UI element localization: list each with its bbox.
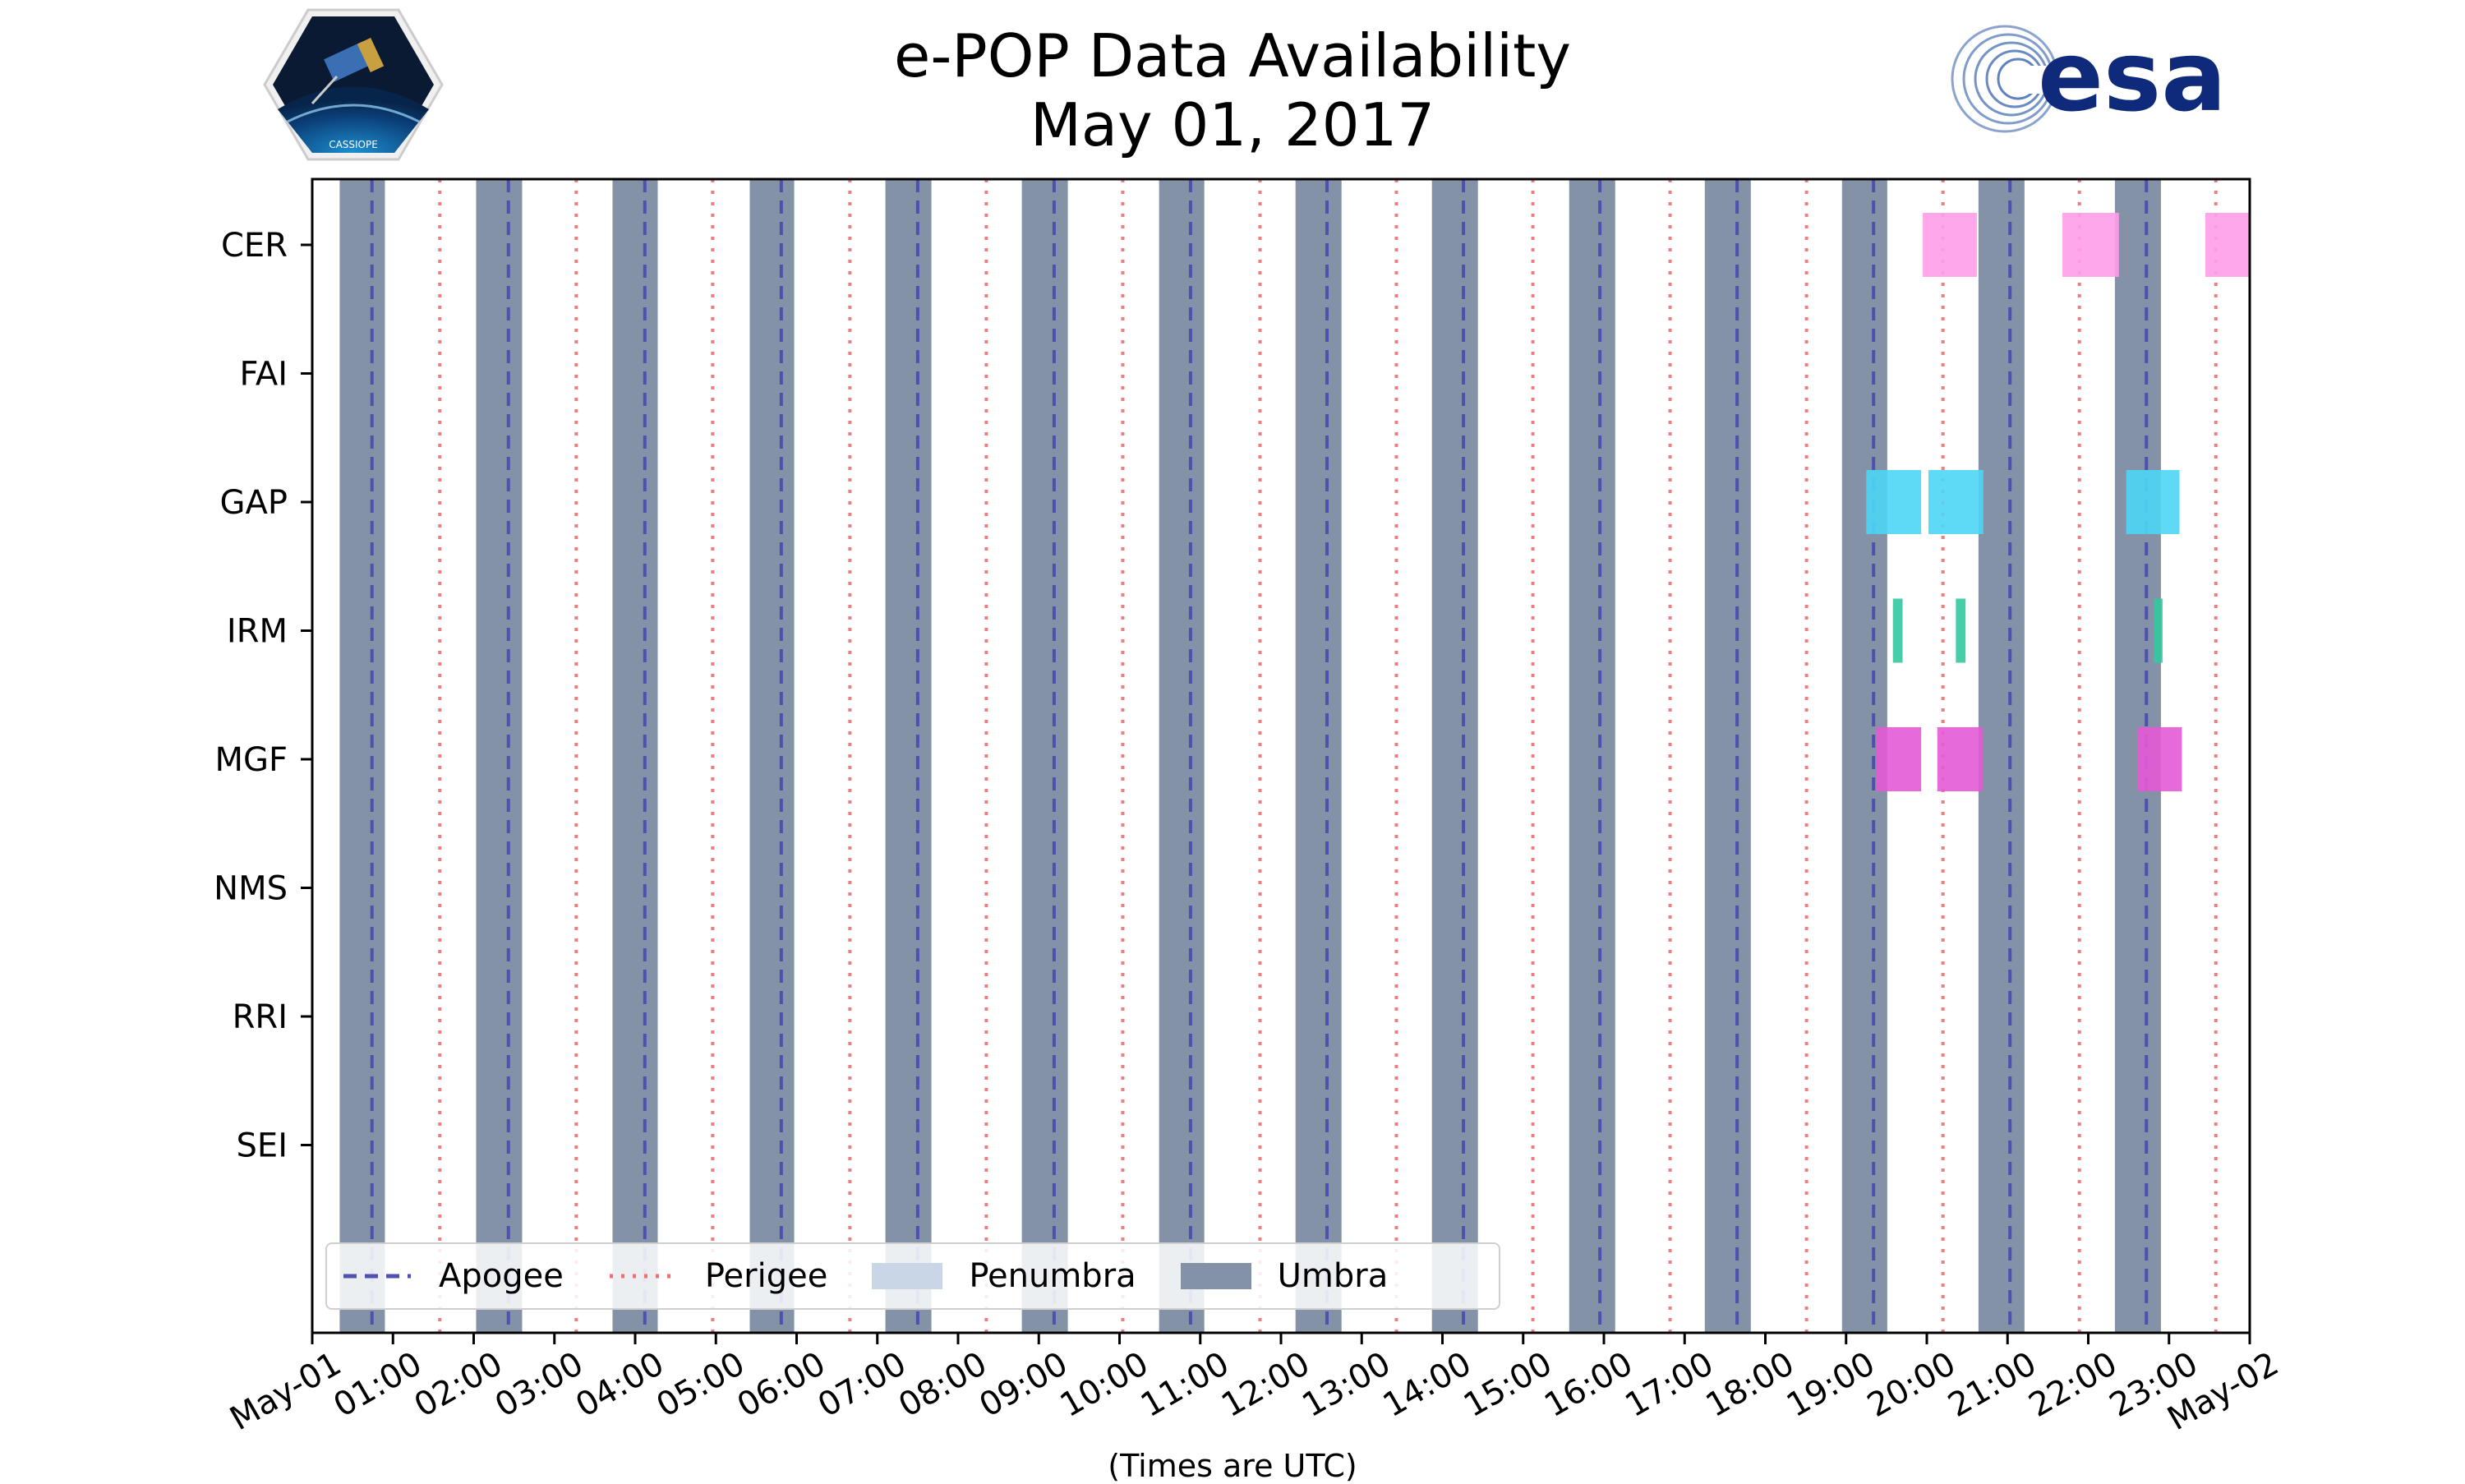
data-bar-irm [1892,598,1903,663]
x-tick-label: 08:00 [892,1345,993,1425]
data-bar-mgf [1937,727,1983,791]
data-bar-cer [2205,213,2250,277]
penumbra-patch-swatch [872,1263,943,1289]
legend-item-perigee: Perigee [608,1257,827,1295]
umbra-band [476,179,523,1333]
x-tick-label: 09:00 [973,1345,1074,1425]
y-tick-label: MGF [214,741,288,779]
x-tick-label: 01:00 [327,1345,428,1425]
umbra-band [749,179,795,1333]
data-bar-cer [1923,213,1977,277]
data-bar-irm [1956,598,1966,663]
x-tick-label: 22:00 [2023,1345,2124,1425]
legend-item-penumbra: Penumbra [872,1257,1136,1295]
x-tick-label: 20:00 [1861,1345,1962,1425]
y-tick-label: NMS [214,870,288,908]
legend-label-apogee: Apogee [439,1257,564,1295]
cassiope-logo-text: CASSIOPE [329,139,378,150]
x-tick-label: 14:00 [1377,1345,1478,1425]
umbra-patch-swatch [1180,1263,1251,1289]
legend: Apogee Perigee Penumbra Umbra [325,1242,1500,1310]
x-tick-label: 03:00 [489,1345,590,1425]
umbra-band [885,179,932,1333]
umbra-band [1978,179,2025,1333]
chart-title: e-POP Data Availability [894,21,1571,90]
x-tick-label: 02:00 [408,1345,509,1425]
umbra-band [1569,179,1615,1333]
x-axis-label: (Times are UTC) [1108,1448,1357,1484]
x-tick-label: 18:00 [1700,1345,1801,1425]
esa-logo: esa [1951,21,2227,133]
umbra-band [612,179,658,1333]
x-tick-label: 17:00 [1619,1345,1720,1425]
data-bar-cer [2062,213,2119,277]
y-tick-label: IRM [227,613,288,651]
x-tick-label: 10:00 [1054,1345,1155,1425]
umbra-band [1021,179,1068,1333]
x-tick-label: 11:00 [1135,1345,1236,1425]
y-tick-label: SEI [237,1127,288,1165]
data-bar-gap [2126,470,2180,534]
data-bar-mgf [2137,727,2182,791]
x-tick-label: 19:00 [1781,1345,1882,1425]
umbra-band [1704,179,1751,1333]
legend-label-perigee: Perigee [704,1257,828,1295]
data-bar-gap [1866,470,1922,534]
umbra-band [339,179,385,1333]
y-tick-label: FAI [240,356,288,394]
x-tick-label: 04:00 [569,1345,670,1425]
x-tick-label: 12:00 [1215,1345,1316,1425]
plot-area [339,179,2250,1333]
x-tick-label: 07:00 [812,1345,913,1425]
chart-subtitle: May 01, 2017 [1030,90,1435,159]
y-tick-label: GAP [220,484,288,522]
esa-logo-text: esa [2038,21,2227,133]
x-tick-label: 06:00 [731,1345,832,1425]
data-bar-mgf [1876,727,1922,791]
x-tick-label: 05:00 [650,1345,751,1425]
y-tick-label: RRI [233,998,288,1036]
x-tick-label: 13:00 [1296,1345,1397,1425]
y-tick-label: CER [221,227,288,265]
umbra-band [1431,179,1478,1333]
apogee-line-swatch [343,1274,411,1279]
legend-label-umbra: Umbra [1277,1257,1389,1295]
legend-item-apogee: Apogee [342,1257,564,1295]
data-bar-irm [2154,598,2163,663]
legend-item-umbra: Umbra [1180,1257,1389,1295]
x-tick-label: 15:00 [1458,1345,1559,1425]
legend-label-penumbra: Penumbra [969,1257,1136,1295]
x-tick-label: 21:00 [1942,1345,2043,1425]
perigee-line-swatch [609,1274,677,1279]
x-tick-label: 16:00 [1538,1345,1639,1425]
data-bar-gap [1928,470,1984,534]
umbra-band [1159,179,1205,1333]
cassiope-logo: CASSIOPE [263,8,444,161]
umbra-band [1295,179,1342,1333]
